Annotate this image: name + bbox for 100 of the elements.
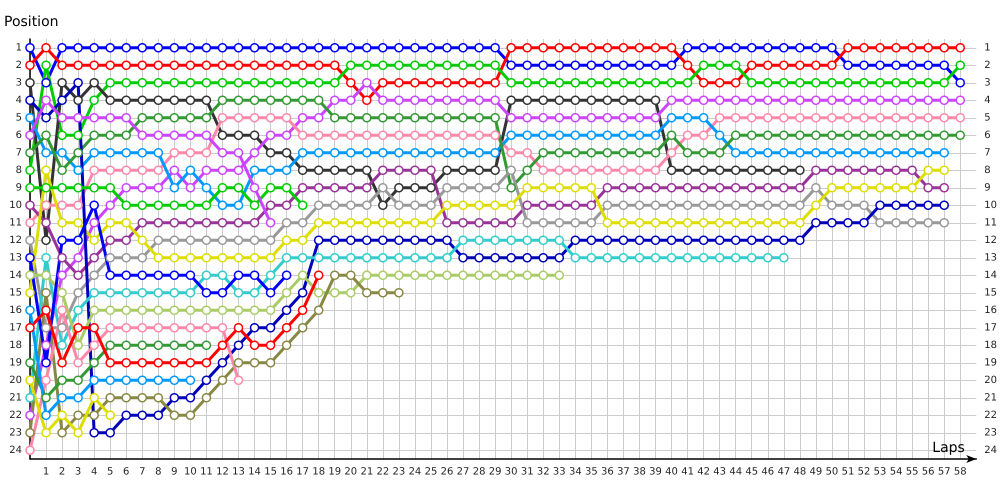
point	[250, 130, 260, 140]
point	[634, 96, 644, 105]
point	[827, 113, 837, 122]
point	[602, 43, 612, 52]
point	[618, 200, 628, 210]
point	[714, 43, 724, 52]
point	[490, 166, 500, 175]
point	[378, 236, 388, 245]
point	[57, 323, 67, 332]
point	[458, 130, 468, 140]
point	[554, 78, 564, 88]
point	[138, 236, 148, 245]
point	[57, 166, 67, 175]
point	[298, 96, 308, 105]
point	[89, 428, 99, 438]
point	[634, 183, 644, 192]
point	[442, 43, 452, 52]
point	[25, 306, 35, 315]
point	[394, 166, 404, 175]
point	[522, 253, 532, 262]
point	[202, 148, 212, 158]
point	[730, 113, 740, 122]
point	[538, 60, 548, 70]
y-tick-label: 20	[9, 374, 22, 386]
point	[41, 218, 51, 228]
point	[506, 236, 516, 245]
y2-tick-label: 9	[984, 182, 991, 194]
point	[795, 130, 805, 140]
point	[698, 96, 708, 105]
x-tick-label: 15	[264, 466, 277, 478]
point	[506, 200, 516, 210]
x-tick-label: 4	[90, 466, 98, 478]
point	[490, 183, 500, 192]
point	[779, 236, 789, 245]
point	[410, 218, 420, 228]
point	[811, 148, 821, 158]
point	[570, 166, 580, 175]
point	[57, 236, 67, 245]
point	[57, 340, 67, 350]
x-tick-label: 26	[440, 466, 454, 478]
point	[923, 183, 933, 192]
point	[25, 393, 35, 402]
point	[811, 200, 821, 210]
point	[714, 236, 724, 245]
point	[314, 96, 324, 105]
x-tick-label: 32	[536, 466, 550, 478]
point	[234, 96, 244, 105]
point	[650, 166, 660, 175]
point	[138, 130, 148, 140]
point	[266, 96, 276, 105]
point	[378, 218, 388, 228]
point	[714, 113, 724, 122]
point	[955, 43, 965, 52]
point	[763, 130, 773, 140]
point	[955, 78, 965, 88]
point	[25, 130, 35, 140]
point	[121, 270, 131, 280]
point	[458, 218, 468, 228]
point	[57, 288, 67, 298]
point	[89, 306, 99, 315]
point	[490, 270, 500, 280]
point	[410, 236, 420, 245]
point	[154, 148, 164, 158]
point	[682, 96, 692, 105]
point	[202, 236, 212, 245]
point	[570, 130, 580, 140]
point	[41, 410, 51, 420]
y2-tick-label: 16	[984, 304, 998, 316]
point	[843, 218, 853, 228]
point	[234, 130, 244, 140]
point	[121, 60, 131, 70]
point	[827, 60, 837, 70]
y-tick-label: 6	[16, 130, 22, 141]
point	[346, 200, 356, 210]
point	[586, 148, 596, 158]
point	[650, 236, 660, 245]
point	[138, 270, 148, 280]
point	[202, 200, 212, 210]
point	[586, 253, 596, 262]
point	[266, 200, 276, 210]
point	[282, 340, 292, 350]
point	[362, 270, 372, 280]
point	[41, 166, 51, 175]
point	[779, 43, 789, 52]
point	[234, 43, 244, 52]
point	[490, 43, 500, 52]
point	[346, 96, 356, 105]
point	[939, 166, 949, 175]
point	[682, 218, 692, 228]
point	[282, 148, 292, 158]
point	[218, 270, 228, 280]
y2-tick-label: 1	[984, 42, 991, 54]
point	[73, 183, 83, 192]
point	[250, 358, 260, 368]
point	[378, 166, 388, 175]
point	[41, 358, 51, 368]
point	[746, 113, 756, 122]
x-tick-label: 37	[617, 466, 630, 478]
x-tick-label: 8	[155, 466, 162, 478]
point	[795, 60, 805, 70]
